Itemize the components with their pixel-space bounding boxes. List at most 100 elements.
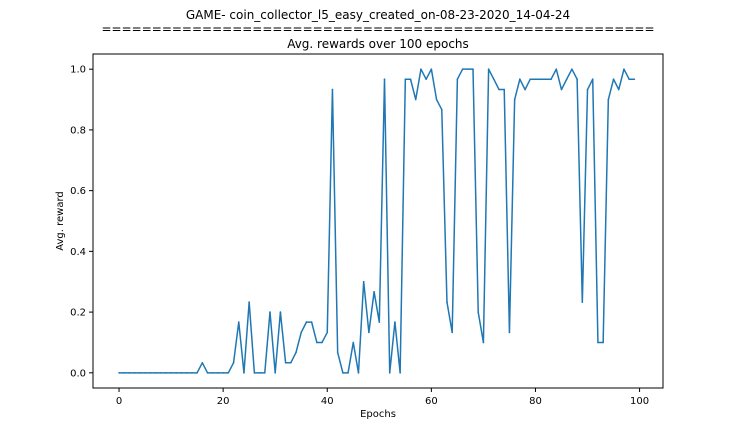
y-tick-label: 0.0 <box>70 368 86 379</box>
chart-title-line-3: Avg. rewards over 100 epochs <box>287 37 469 51</box>
y-tick-label: 1.0 <box>70 65 86 76</box>
data-point <box>435 98 438 101</box>
data-point <box>243 372 245 374</box>
data-point <box>185 372 188 374</box>
x-axis-label: Epochs <box>360 409 396 420</box>
data-point <box>159 372 162 374</box>
data-point <box>133 372 136 374</box>
data-point <box>529 78 532 81</box>
data-point <box>409 78 412 81</box>
data-point <box>123 372 126 374</box>
chart-title-line-1: GAME- coin_collector_l5_easy_created_on-… <box>186 8 570 22</box>
data-point <box>498 88 500 91</box>
x-tick-label: 40 <box>321 396 334 407</box>
data-point <box>316 341 318 344</box>
data-point <box>378 321 381 323</box>
data-point <box>576 78 578 81</box>
data-point <box>451 331 453 334</box>
data-point <box>571 68 573 70</box>
data-point <box>368 331 370 334</box>
data-point <box>430 68 433 70</box>
data-point <box>555 68 558 70</box>
data-point <box>217 372 219 374</box>
data-point <box>139 372 141 374</box>
data-point <box>331 88 334 91</box>
data-point <box>446 301 448 303</box>
plot-area-frame <box>92 53 664 389</box>
data-point <box>206 372 209 374</box>
data-point <box>425 78 427 81</box>
data-point <box>196 372 198 374</box>
data-point <box>269 311 271 313</box>
data-point <box>232 361 235 364</box>
data-point <box>352 341 355 344</box>
data-point <box>414 98 417 101</box>
data-point <box>472 68 474 70</box>
series-points <box>118 68 636 374</box>
data-point <box>274 372 276 374</box>
data-point <box>154 372 157 374</box>
data-point <box>362 280 365 283</box>
data-point <box>623 68 625 70</box>
data-point <box>534 78 537 81</box>
data-point <box>290 361 292 364</box>
y-tick-label: 0.2 <box>70 308 86 319</box>
data-point <box>180 372 183 374</box>
data-point <box>617 88 620 91</box>
data-point <box>284 361 287 364</box>
data-point <box>279 311 282 313</box>
data-point <box>597 341 599 344</box>
data-point <box>602 341 604 344</box>
data-point <box>612 78 615 81</box>
data-point <box>149 372 152 374</box>
data-point <box>493 78 495 81</box>
data-point <box>305 321 308 323</box>
data-point <box>191 372 193 374</box>
data-point <box>347 372 349 374</box>
data-point <box>222 372 224 374</box>
chart-titles: GAME- coin_collector_l5_easy_created_on-… <box>101 8 654 51</box>
data-point <box>394 321 396 323</box>
data-point <box>607 98 610 101</box>
data-point <box>336 351 339 354</box>
data-point <box>253 372 256 374</box>
data-point <box>248 301 250 303</box>
data-point <box>482 341 485 344</box>
data-point <box>326 331 329 334</box>
chart-title-line-2: ========================================… <box>101 22 654 36</box>
data-point <box>388 372 391 374</box>
data-point <box>310 321 313 323</box>
data-point <box>357 372 360 374</box>
data-point <box>628 78 630 81</box>
data-point <box>503 88 506 91</box>
data-point <box>258 372 261 374</box>
data-point <box>466 68 469 70</box>
data-point <box>586 88 589 91</box>
data-point <box>227 372 230 374</box>
data-point <box>545 78 547 81</box>
data-point <box>295 351 297 354</box>
data-point <box>128 372 131 374</box>
x-tick-label: 0 <box>116 396 122 407</box>
y-tick-label: 0.4 <box>70 247 86 258</box>
y-tick-label: 0.8 <box>70 125 86 136</box>
data-point <box>420 68 422 70</box>
data-point <box>404 78 407 81</box>
data-point <box>519 78 521 81</box>
data-point <box>477 311 480 313</box>
data-point <box>581 301 584 303</box>
x-tick-label: 20 <box>217 396 230 407</box>
data-point <box>524 88 526 91</box>
data-point <box>263 372 266 374</box>
data-point <box>487 68 490 70</box>
data-point <box>383 78 386 81</box>
data-point <box>118 372 120 374</box>
y-tick-label: 0.6 <box>70 186 86 197</box>
x-tick-label: 60 <box>425 396 438 407</box>
data-point <box>461 68 464 70</box>
data-point <box>560 88 563 91</box>
data-point <box>170 372 172 374</box>
x-axis-ticks: 0 20 40 60 80 100 <box>116 388 649 407</box>
data-point <box>440 108 443 111</box>
